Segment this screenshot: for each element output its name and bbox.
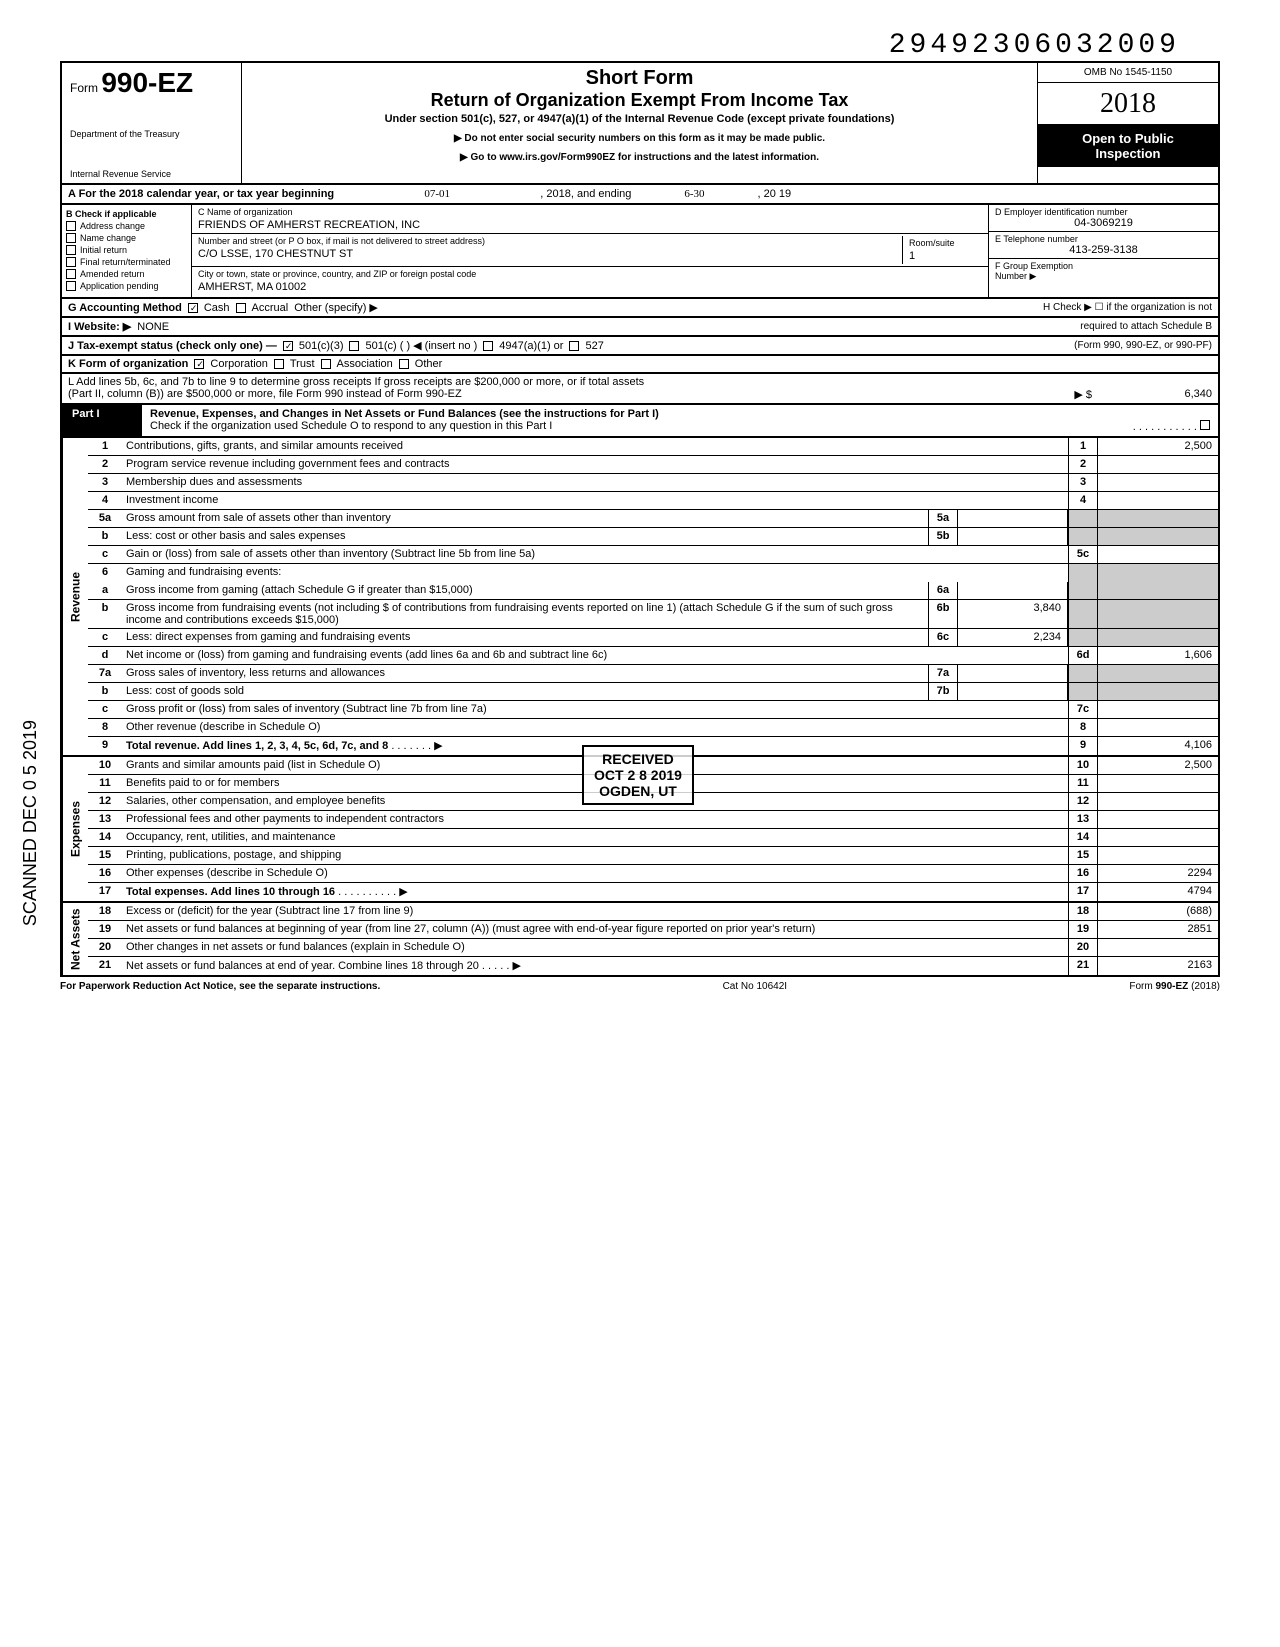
chk-501c[interactable] (349, 341, 359, 351)
line-17-total-expenses: 4794 (1098, 883, 1218, 901)
row-k-form-org: K Form of organization Corporation Trust… (60, 356, 1220, 374)
gross-receipts-value: 6,340 (1092, 388, 1212, 401)
short-form-label: Short Form (250, 67, 1029, 90)
chk-other-org[interactable] (399, 359, 409, 369)
line-9-total-revenue: 4,106 (1098, 737, 1218, 755)
open-to-public: Open to Public Inspection (1038, 125, 1218, 167)
tax-year: 2018 (1038, 83, 1218, 125)
chk-address-change[interactable] (66, 221, 76, 231)
chk-cash[interactable] (188, 303, 198, 313)
line-21-value: 2163 (1098, 957, 1218, 975)
form-footer-id: Form 990-EZ (2018) (1129, 981, 1220, 992)
chk-association[interactable] (321, 359, 331, 369)
cat-number: Cat No 10642I (723, 981, 788, 992)
chk-schedule-o[interactable] (1200, 420, 1210, 430)
row-i-website: I Website: ▶ NONE required to attach Sch… (60, 318, 1220, 337)
chk-trust[interactable] (274, 359, 284, 369)
line-6c-value: 2,234 (958, 629, 1068, 646)
form-prefix: Form (70, 81, 98, 95)
chk-4947a1[interactable] (483, 341, 493, 351)
received-stamp: RECEIVED OCT 2 8 2019 OGDEN, UT (582, 745, 694, 805)
chk-initial-return[interactable] (66, 245, 76, 255)
form-subtitle: Under section 501(c), 527, or 4947(a)(1)… (250, 113, 1029, 125)
side-expenses: Expenses (62, 757, 88, 901)
chk-accrual[interactable] (236, 303, 246, 313)
org-name: FRIENDS OF AMHERST RECREATION, INC (198, 219, 982, 231)
col-def: D Employer identification number 04-3069… (988, 205, 1218, 297)
chk-amended-return[interactable] (66, 269, 76, 279)
form-title: Return of Organization Exempt From Incom… (250, 90, 1029, 111)
instructions-link: ▶ Go to www.irs.gov/Form990EZ for instru… (250, 152, 1029, 163)
omb-number: OMB No 1545-1150 (1038, 63, 1218, 83)
chk-corporation[interactable] (194, 359, 204, 369)
side-revenue: Revenue (62, 438, 88, 755)
telephone: 413-259-3138 (995, 244, 1212, 256)
line-16-value: 2294 (1098, 865, 1218, 882)
year-end: 6-30 (634, 188, 754, 200)
row-l-gross-receipts: L Add lines 5b, 6c, and 7b to line 9 to … (60, 374, 1220, 405)
col-c-org-info: C Name of organization FRIENDS OF AMHERS… (192, 205, 988, 297)
page-footer: For Paperwork Reduction Act Notice, see … (60, 977, 1220, 996)
dept-irs: Internal Revenue Service (70, 169, 233, 179)
chk-final-return[interactable] (66, 257, 76, 267)
row-g-accounting: G Accounting Method Cash Accrual Other (… (60, 299, 1220, 318)
org-city: AMHERST, MA 01002 (198, 281, 982, 293)
line-1-value: 2,500 (1098, 438, 1218, 455)
top-doc-number: 29492306032009 (60, 30, 1220, 61)
website-value: NONE (137, 321, 169, 333)
section-bcdef: B Check if applicable Address change Nam… (60, 205, 1220, 299)
line-10-value: 2,500 (1098, 757, 1218, 774)
row-a-tax-year: A For the 2018 calendar year, or tax yea… (60, 185, 1220, 205)
line-19-value: 2851 (1098, 921, 1218, 938)
chk-application-pending[interactable] (66, 281, 76, 291)
col-b-checkboxes: B Check if applicable Address change Nam… (62, 205, 192, 297)
dept-treasury: Department of the Treasury (70, 129, 233, 139)
room-suite: 1 (909, 250, 976, 262)
scanned-stamp: SCANNED DEC 0 5 2019 (20, 720, 41, 926)
part-1-header: Part I Revenue, Expenses, and Changes in… (60, 405, 1220, 438)
line-6d-value: 1,606 (1098, 647, 1218, 664)
ein: 04-3069219 (995, 217, 1212, 229)
expenses-section: Expenses 10Grants and similar amounts pa… (60, 757, 1220, 903)
ssn-warning: ▶ Do not enter social security numbers o… (250, 133, 1029, 144)
form-header: Form 990-EZ Department of the Treasury I… (60, 61, 1220, 185)
net-assets-section: Net Assets 18Excess or (deficit) for the… (60, 903, 1220, 977)
year-begin: 07-01 (337, 188, 537, 200)
revenue-section: Revenue 1Contributions, gifts, grants, a… (60, 438, 1220, 757)
line-6b-value: 3,840 (958, 600, 1068, 628)
chk-501c3[interactable] (283, 341, 293, 351)
line-18-value: (688) (1098, 903, 1218, 920)
chk-527[interactable] (569, 341, 579, 351)
paperwork-notice: For Paperwork Reduction Act Notice, see … (60, 981, 380, 992)
org-street: C/O LSSE, 170 CHESTNUT ST (198, 248, 902, 260)
chk-name-change[interactable] (66, 233, 76, 243)
row-j-tax-status: J Tax-exempt status (check only one) — 5… (60, 337, 1220, 356)
side-net-assets: Net Assets (62, 903, 88, 975)
form-number: 990-EZ (101, 67, 193, 98)
